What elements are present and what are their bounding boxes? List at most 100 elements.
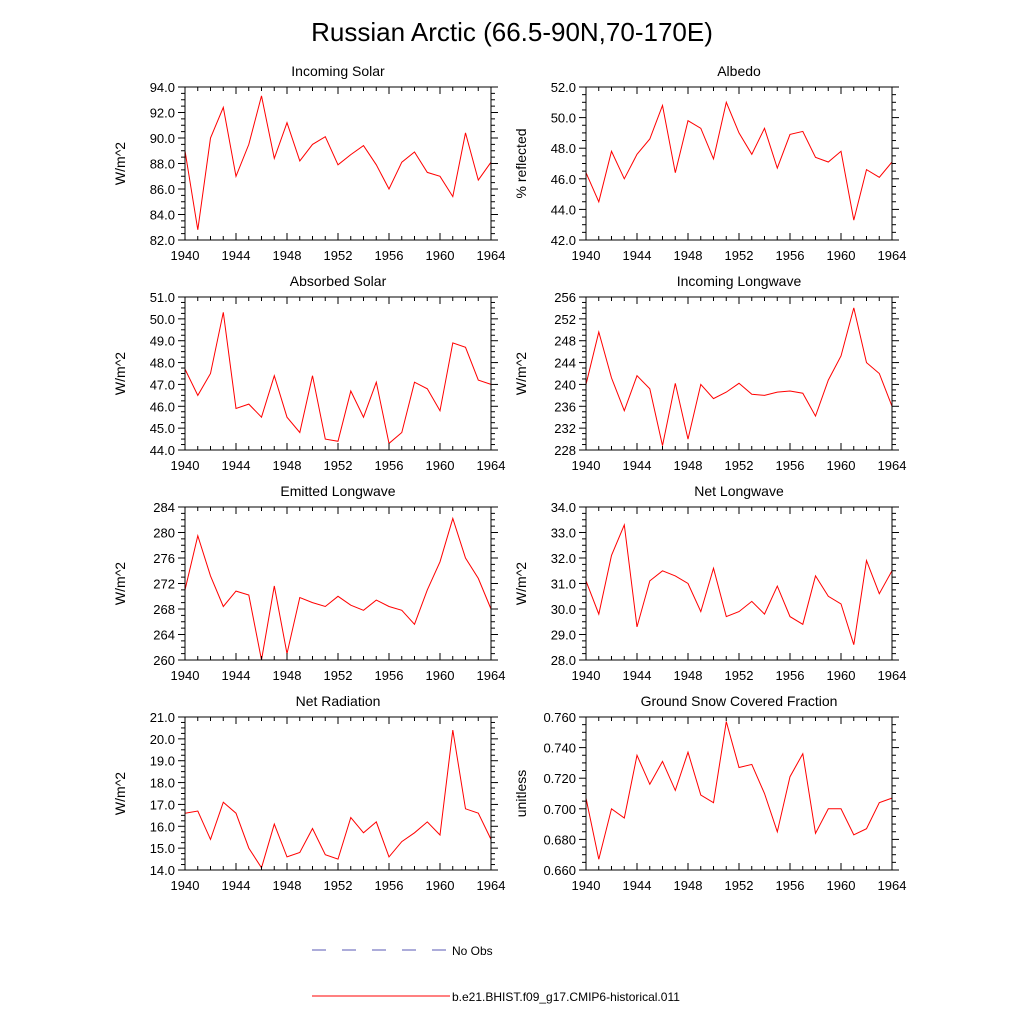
y-tick-label: 50.0 [551,111,576,126]
x-tick-label: 1952 [324,668,353,683]
x-tick-label: 1960 [827,878,856,893]
plot-frame [184,506,492,661]
y-tick-label: 260 [153,653,175,668]
x-tick-label: 1964 [878,878,907,893]
legend-obs-label: No Obs [452,944,493,958]
y-tick-label: 52.0 [551,80,576,95]
y-tick-label: 94.0 [150,80,175,95]
y-tick-label: 42.0 [551,233,576,248]
y-tick-label: 284 [153,500,175,515]
x-tick-label: 1964 [878,458,907,473]
y-tick-label: 240 [554,377,576,392]
y-axis-label: W/m^2 [112,562,128,605]
plot-frame [184,86,492,241]
y-tick-label: 44.0 [150,443,175,458]
x-tick-label: 1956 [776,668,805,683]
x-tick-label: 1944 [222,878,251,893]
x-tick-label: 1940 [171,458,200,473]
plot-frame [585,716,893,871]
series-line [184,312,492,445]
x-tick-label: 1960 [426,458,455,473]
x-tick-label: 1940 [171,878,200,893]
x-tick-label: 1952 [725,878,754,893]
y-axis-label: W/m^2 [513,352,529,395]
y-tick-label: 244 [554,356,576,371]
chart-panel: Emitted Longwave W/m^2 1940 1944 1948 1952 195… [112,483,505,683]
y-tick-label: 31.0 [551,577,576,592]
y-axis-label: W/m^2 [112,352,128,395]
y-axis-label: % reflected [513,128,529,198]
y-tick-label: 0.700 [543,802,576,817]
x-tick-label: 1948 [674,248,703,263]
y-tick-label: 20.0 [150,732,175,747]
y-tick-label: 264 [153,628,175,643]
x-tick-label: 1960 [426,248,455,263]
x-tick-label: 1952 [725,668,754,683]
x-tick-label: 1944 [623,668,652,683]
x-tick-label: 1948 [273,668,302,683]
x-tick-label: 1940 [171,248,200,263]
chart-panel: Incoming Longwave W/m^2 1940 1944 1948 1952 19… [513,273,906,473]
x-tick-label: 1940 [572,668,601,683]
x-tick-label: 1940 [171,668,200,683]
y-tick-label: 30.0 [551,602,576,617]
chart-panel: Albedo % reflected 1940 1944 1948 1952 1956 196… [513,63,906,263]
y-tick-label: 84.0 [150,208,175,223]
y-axis-label: W/m^2 [513,562,529,605]
x-tick-label: 1948 [273,458,302,473]
y-tick-label: 46.0 [551,172,576,187]
y-tick-label: 0.760 [543,710,576,725]
x-tick-label: 1940 [572,878,601,893]
y-tick-label: 48.0 [150,356,175,371]
y-tick-label: 51.0 [150,290,175,305]
x-tick-label: 1948 [674,878,703,893]
x-tick-label: 1960 [827,668,856,683]
x-tick-label: 1948 [674,668,703,683]
x-tick-label: 1960 [426,878,455,893]
series-line [184,95,492,230]
x-tick-label: 1964 [878,248,907,263]
x-tick-label: 1964 [477,248,506,263]
x-tick-label: 1948 [674,458,703,473]
chart-panel: Net Longwave W/m^2 1940 1944 1948 1952 1956 196… [513,483,906,683]
series-line [585,100,893,221]
y-tick-label: 44.0 [551,202,576,217]
x-tick-label: 1952 [725,458,754,473]
panel-grid: Incoming Solar W/m^2 1940 1944 1948 1952 1956 1… [112,63,906,893]
y-tick-label: 29.0 [551,628,576,643]
x-tick-label: 1960 [827,248,856,263]
x-tick-label: 1948 [273,248,302,263]
y-tick-label: 280 [153,526,175,541]
panel-title: Net Radiation [296,693,381,709]
series-line [184,516,492,661]
chart-panel: Net Radiation W/m^2 1940 1944 1948 1952 1956 19… [112,693,505,893]
x-tick-label: 1952 [324,248,353,263]
panel-title: Emitted Longwave [280,483,395,499]
panel-title: Incoming Longwave [677,273,802,289]
y-tick-label: 16.0 [150,819,175,834]
y-axis-label: W/m^2 [112,772,128,815]
y-tick-label: 48.0 [551,141,576,156]
x-tick-label: 1960 [827,458,856,473]
y-tick-label: 45.0 [150,421,175,436]
y-tick-label: 256 [554,290,576,305]
panel-title: Absorbed Solar [290,273,387,289]
y-tick-label: 86.0 [150,182,175,197]
y-tick-label: 90.0 [150,131,175,146]
legend-model-label: b.e21.BHIST.f09_g17.CMIP6-historical.011 [452,990,680,1004]
y-tick-label: 50.0 [150,312,175,327]
y-tick-label: 88.0 [150,157,175,172]
x-tick-label: 1964 [477,458,506,473]
y-tick-label: 252 [554,312,576,327]
series-line [585,307,893,446]
series-line [184,730,492,869]
x-tick-label: 1944 [222,668,251,683]
y-tick-label: 34.0 [551,500,576,515]
y-tick-label: 0.720 [543,771,576,786]
y-tick-label: 0.740 [543,741,576,756]
x-tick-label: 1952 [725,248,754,263]
x-tick-label: 1944 [222,458,251,473]
chart-panel: Absorbed Solar W/m^2 1940 1944 1948 1952 1956 1… [112,273,505,473]
panel-title: Incoming Solar [291,63,385,79]
